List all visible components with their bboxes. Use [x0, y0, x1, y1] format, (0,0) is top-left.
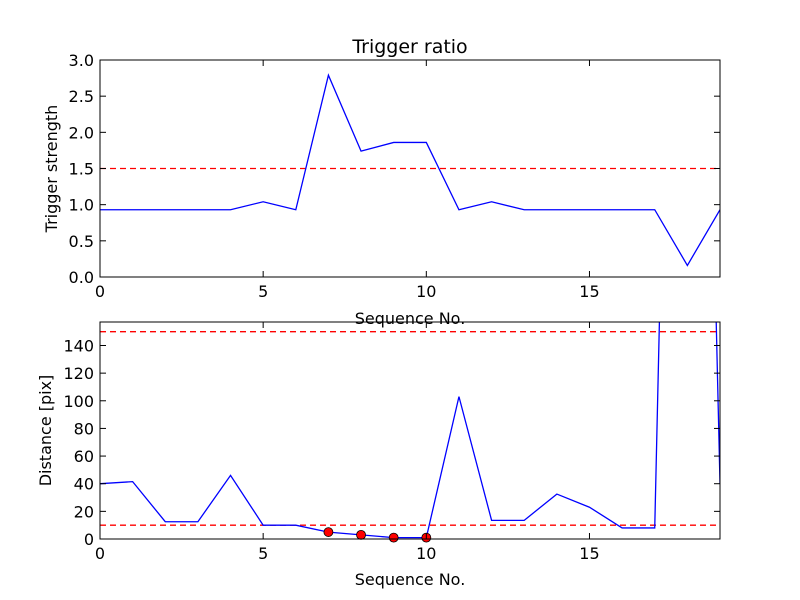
x-tick-label: 0: [95, 282, 105, 301]
y-tick-label: 0.5: [69, 232, 94, 251]
x-axis-label: Sequence No.: [355, 309, 466, 328]
y-tick-label: 2.0: [69, 123, 94, 142]
x-tick-label: 15: [579, 544, 599, 563]
y-tick-label: 40: [74, 475, 94, 494]
y-tick-label: 80: [74, 419, 94, 438]
chart-panel-2: 0 5 10 15 0 20 40 60 80 100 120 140 Sequence No. Dist…: [36, 321, 721, 589]
data-point-marker: [356, 529, 366, 540]
x-axis-label: Sequence No.: [355, 570, 466, 589]
plot-frame: [99, 321, 721, 540]
y-tick-label: 0: [84, 530, 94, 549]
y-tick-label: 100: [63, 392, 94, 411]
y-tick-label: 1.0: [69, 196, 94, 215]
x-tick-label: 5: [258, 544, 268, 563]
y-tick-label: 1.5: [69, 160, 94, 179]
y-tick-label: 0.0: [69, 268, 94, 287]
x-tick-label: 0: [95, 544, 105, 563]
data-point-marker: [323, 527, 334, 537]
y-axis-label: Distance [pix]: [36, 375, 55, 487]
x-tick-label: 15: [579, 282, 599, 301]
y-tick-label: 120: [63, 364, 94, 383]
y-tick-label: 3.0: [69, 51, 94, 70]
chart-panel-1: 0 5 10 15 0.0 0.5 1.0 1.5 2.0 2.5 3.0 Sequence No. T…: [42, 36, 721, 328]
x-tick-label: 10: [416, 282, 436, 301]
y-tick-label: 140: [63, 336, 94, 355]
y-tick-label: 20: [74, 502, 94, 521]
y-tick-label: 60: [74, 447, 94, 466]
x-tick-label: 5: [258, 282, 268, 301]
y-tick-label: 2.5: [69, 87, 94, 106]
data-point-marker: [388, 532, 399, 543]
x-tick-label: 10: [416, 544, 436, 563]
y-axis-label: Trigger strength: [42, 105, 61, 234]
series-line-1: [100, 322, 720, 539]
chart-title: Trigger ratio: [351, 36, 467, 58]
series-line-1: [100, 73, 720, 267]
